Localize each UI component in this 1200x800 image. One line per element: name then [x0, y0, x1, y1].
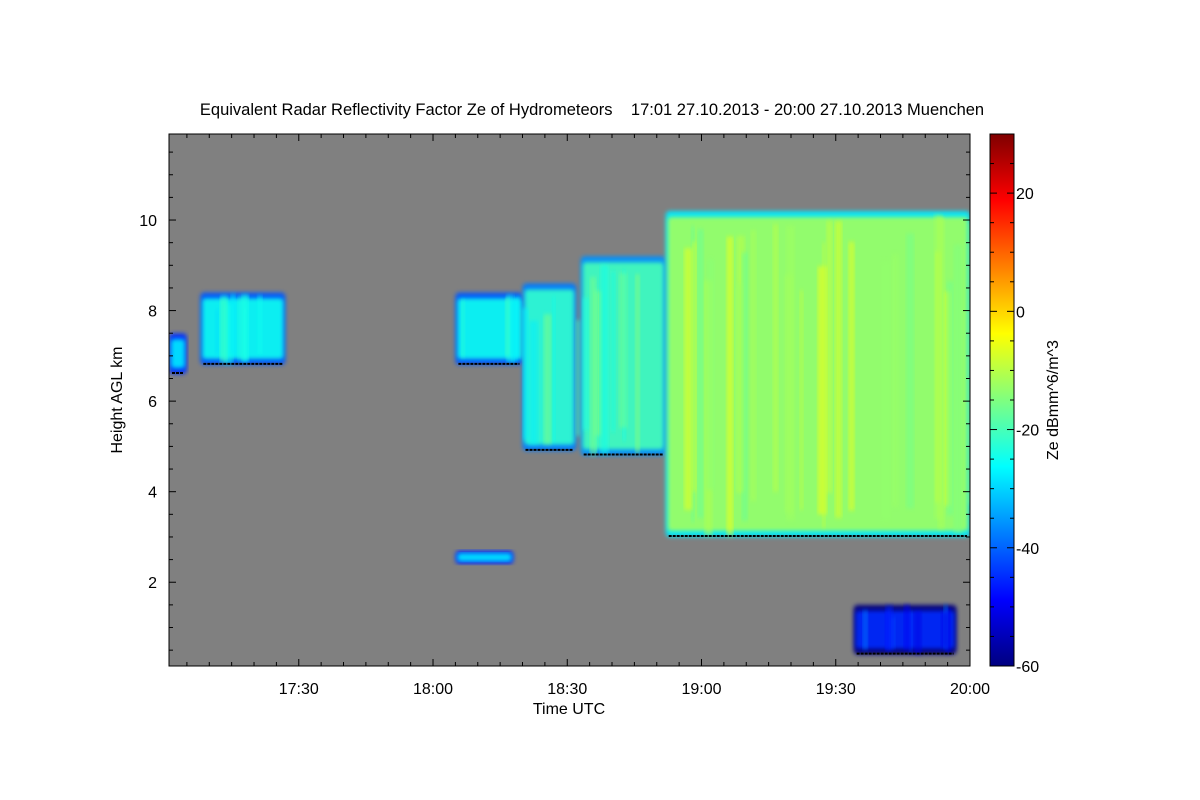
colorbar-ticks: -60 -40 -20 0 20 — [990, 133, 1039, 676]
plot-frame — [168, 133, 971, 667]
x-tick-label: 17:30 — [279, 681, 319, 698]
colorbar-tick-label: -60 — [1016, 659, 1039, 676]
y-tick-label: 10 — [139, 213, 157, 230]
echo-cirrus-1705 — [169, 333, 187, 374]
colorbar: -60 -40 -20 0 20 Ze dBmm^6/m^3 — [989, 133, 1062, 676]
x-tick-label: 18:30 — [547, 681, 587, 698]
echo-main-system — [665, 210, 970, 537]
x-tick-label: 19:00 — [681, 681, 721, 698]
colorbar-label: Ze dBmm^6/m^3 — [1045, 340, 1062, 460]
chart-title: Equivalent Radar Reflectivity Factor Ze … — [200, 101, 984, 119]
echo-layer — [169, 210, 970, 655]
echo-cell-1825 — [522, 283, 582, 451]
echo-cell-1840 — [580, 256, 666, 456]
y-tick-label: 2 — [148, 575, 157, 592]
colorbar-tick-label: -40 — [1016, 541, 1039, 558]
y-tick-label: 4 — [148, 485, 157, 502]
y-tick-label: 6 — [148, 394, 157, 411]
echo-cirrus-1715 — [200, 292, 286, 365]
x-tick-label: 18:00 — [413, 681, 453, 698]
echo-cell-1810 — [455, 292, 530, 365]
y-tick-label: 8 — [148, 304, 157, 321]
plot-area — [168, 133, 971, 667]
colorbar-tick-label: 0 — [1016, 304, 1025, 321]
x-tick-label: 20:00 — [950, 681, 990, 698]
y-axis-label: Height AGL km — [109, 346, 126, 453]
x-axis: 17:30 18:00 18:30 19:00 19:30 20:00 — [186, 134, 990, 698]
colorbar-tick-label: 20 — [1016, 186, 1034, 203]
x-axis-label: Time UTC — [533, 701, 605, 718]
colorbar-tick-label: -20 — [1016, 423, 1039, 440]
y-axis: 2 4 6 8 10 — [139, 151, 970, 651]
echo-low-cloud-1810 — [455, 550, 514, 565]
echo-boundary-layer-1940 — [853, 604, 957, 655]
x-tick-label: 19:30 — [816, 681, 856, 698]
